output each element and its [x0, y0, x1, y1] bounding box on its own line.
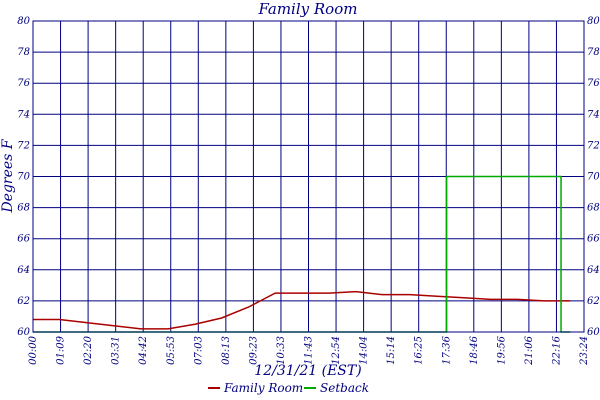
plot-frame [32, 20, 585, 333]
x-tick-label: 07:03 [193, 336, 204, 365]
x-tick-label: 05:53 [166, 336, 177, 365]
y-tick-label: 68 [17, 203, 30, 214]
series-line-0 [33, 290, 571, 330]
y-tick-label: 72 [17, 140, 30, 151]
y-tick-label-right: 70 [587, 172, 600, 183]
y-tick-label: 76 [17, 78, 30, 89]
legend-label: Family Room [223, 381, 303, 395]
x-tick-labels: 00:00 01:09 02:20 03:31 04:42 05:53 07:03 08:13… [28, 335, 590, 365]
y-tick-label: 70 [17, 172, 30, 183]
y-tick-labels-right: 60 62 64 66 68 70 72 74 76 78 80 [587, 16, 600, 338]
x-axis-label: 12/31/21 (EST) [254, 363, 361, 379]
y-axis-label: Degrees F [0, 138, 16, 213]
x-tick-label: 12:54 [331, 336, 342, 365]
x-tick-label: 15:14 [386, 336, 397, 365]
x-tick-label: 19:56 [496, 335, 507, 364]
x-tick-label: 00:00 [28, 335, 39, 364]
legend: Family Room Setback [208, 381, 369, 395]
y-tick-label-right: 66 [587, 234, 600, 245]
y-tick-label-right: 68 [587, 203, 600, 214]
y-tick-label-right: 60 [587, 327, 600, 338]
x-tick-label: 16:25 [414, 336, 425, 365]
y-tick-label: 64 [17, 265, 30, 276]
x-tick-label: 08:13 [221, 336, 232, 365]
x-tick-label: 02:20 [83, 335, 94, 364]
y-tick-label: 66 [17, 234, 30, 245]
series-line-1 [33, 175, 571, 333]
x-tick-label: 14:04 [359, 336, 370, 365]
y-tick-label-right: 62 [587, 296, 600, 307]
y-tick-label: 62 [17, 296, 30, 307]
x-tick-label: 01:09 [56, 335, 67, 364]
y-tick-label: 78 [17, 47, 30, 58]
y-tick-label-right: 74 [587, 109, 600, 120]
chart-title: Family Room [258, 0, 358, 18]
x-tick-label: 11:43 [304, 336, 315, 365]
x-tick-label: 03:31 [111, 336, 122, 365]
x-tick-label: 04:42 [138, 336, 149, 365]
y-tick-labels-left: 60 62 64 66 68 70 72 74 76 78 80 [17, 16, 30, 338]
x-tick-label: 17:36 [441, 335, 452, 364]
y-tick-label: 60 [17, 327, 30, 338]
x-tick-label: 23:24 [579, 336, 590, 366]
x-tick-label: 09:23 [248, 336, 259, 365]
x-tick-label: 21:06 [524, 335, 535, 365]
x-tick-label: 22:16 [551, 335, 562, 365]
series-lines [33, 175, 571, 333]
x-tick-label: 18:46 [469, 335, 480, 364]
legend-label: Setback [320, 381, 369, 395]
y-tick-label-right: 72 [587, 140, 600, 151]
y-tick-label-right: 76 [587, 78, 600, 89]
y-tick-label-right: 80 [587, 16, 600, 27]
y-tick-label-right: 78 [587, 47, 600, 58]
x-tick-label: 10:33 [276, 336, 287, 365]
y-tick-label: 74 [17, 109, 30, 120]
y-tick-label-right: 64 [587, 265, 600, 276]
y-tick-label: 80 [17, 16, 30, 27]
